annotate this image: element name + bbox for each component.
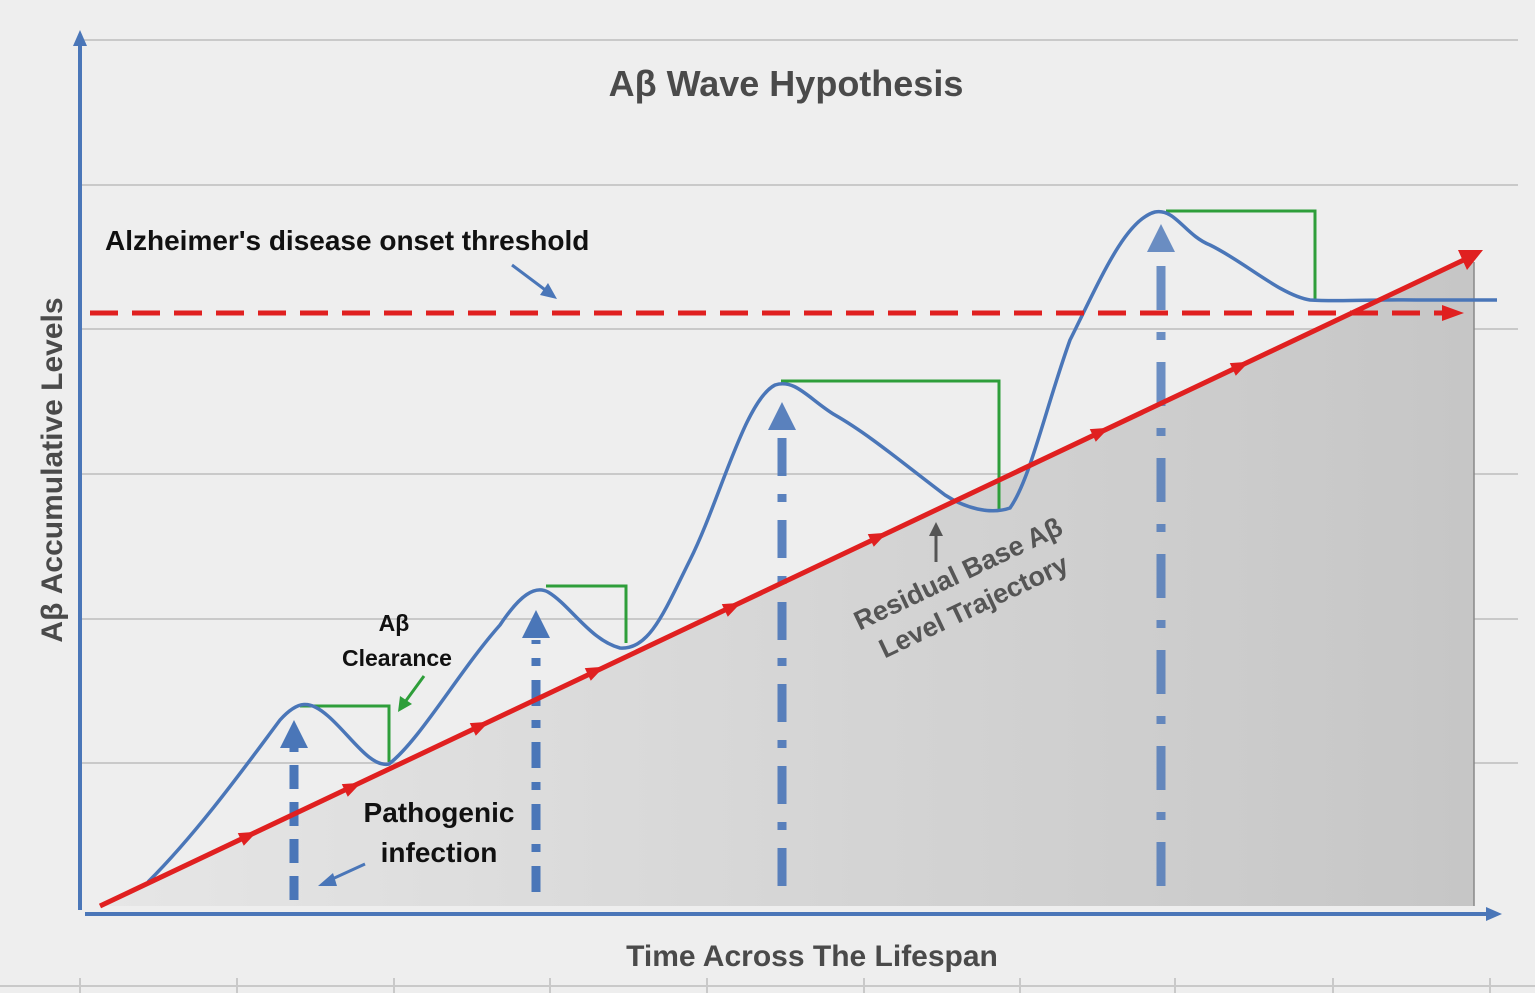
- baseline-trajectory: [98, 250, 1483, 909]
- trajectory-marker: [237, 831, 258, 846]
- bottom-ticks: [0, 978, 1535, 993]
- clearance-bracket-3: [781, 379, 1001, 510]
- threshold-pointer-arrow: [511, 263, 549, 294]
- trajectory-markers: [237, 361, 1250, 846]
- trajectory-marker: [867, 532, 888, 547]
- clearance-pointer-arrow: [403, 675, 426, 703]
- trajectory-marker: [469, 721, 490, 736]
- diagram-title: Aβ Wave Hypothesis: [609, 63, 964, 104]
- infection-pointer-arrow: [329, 862, 366, 882]
- infection-pointer-arrowhead: [318, 873, 337, 886]
- clearance-label-line1: Aβ: [379, 610, 410, 636]
- infection-label-line2: infection: [381, 837, 498, 868]
- infection-arrow-4: [1147, 224, 1175, 886]
- infection-arrow-2: [522, 610, 550, 892]
- trajectory-marker: [1089, 427, 1110, 442]
- abeta-wave-curve: [146, 210, 1497, 884]
- axes: [73, 30, 1502, 921]
- threshold-label: Alzheimer's disease onset threshold: [105, 225, 589, 256]
- x-axis-arrowhead: [1486, 907, 1502, 921]
- trajectory-marker: [341, 782, 362, 797]
- clearance-label-line2: Clearance: [342, 645, 452, 671]
- threshold-arrowhead: [1442, 305, 1464, 321]
- clearance-bracket-2: [546, 584, 628, 643]
- clearance-bracket-1: [300, 704, 391, 762]
- y-axis-label: Aβ Accumulative Levels: [36, 297, 69, 642]
- infection-arrowhead: [1147, 224, 1175, 252]
- trajectory-marker: [1229, 361, 1250, 376]
- baseline-arrowhead: [1458, 250, 1483, 270]
- infection-arrowhead: [280, 720, 308, 748]
- y-axis-arrowhead: [73, 30, 87, 46]
- x-axis-label: Time Across The Lifespan: [626, 940, 998, 973]
- threshold-pointer-arrowhead: [540, 283, 557, 299]
- infection-arrowhead: [522, 610, 550, 638]
- clearance-bracket-4: [1166, 209, 1317, 300]
- trajectory-marker: [721, 602, 742, 617]
- infection-arrowhead: [768, 402, 796, 430]
- pointer-arrows: [318, 263, 943, 886]
- clearance-brackets: [300, 209, 1317, 762]
- infection-arrow-3: [768, 402, 796, 886]
- onset-threshold: [90, 305, 1464, 321]
- residual-pointer-arrowhead: [929, 522, 943, 536]
- infection-arrow-1: [280, 720, 308, 900]
- clearance-pointer-arrowhead: [398, 696, 412, 712]
- infection-arrows: [280, 224, 1175, 900]
- infection-label-line1: Pathogenic: [364, 797, 515, 828]
- trajectory-marker: [584, 666, 605, 681]
